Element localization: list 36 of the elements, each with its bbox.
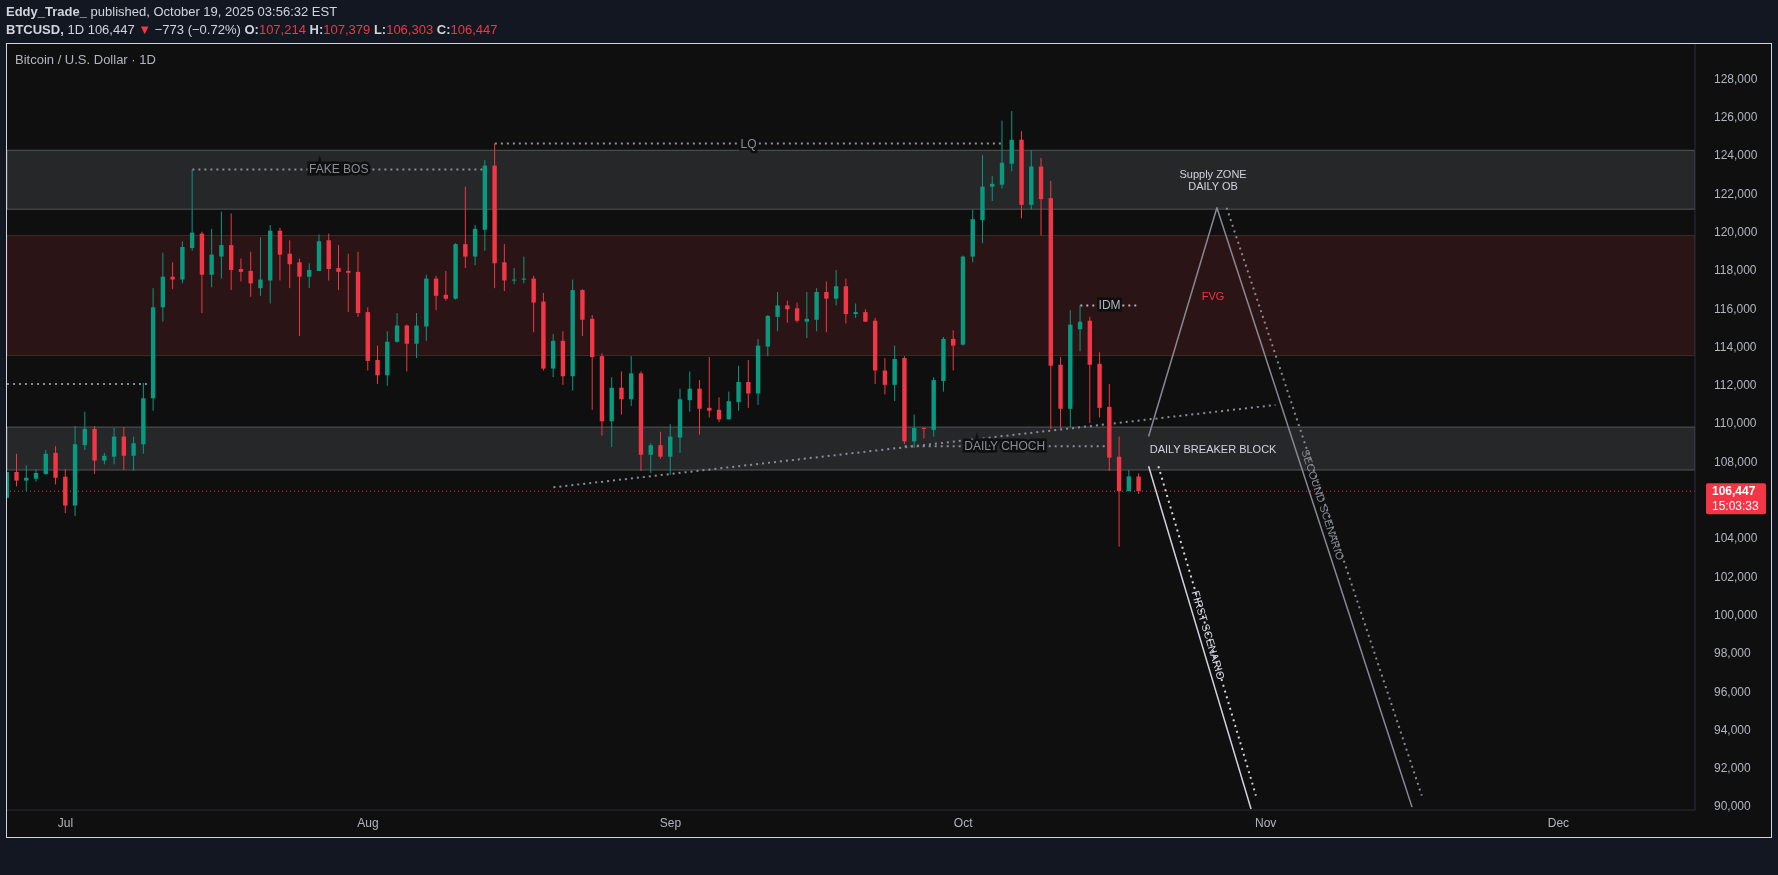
y-tick-label: 128,000 — [1714, 71, 1758, 86]
x-tick-label: Jul — [57, 815, 74, 830]
band-label: DAILY BREAKER BLOCK — [1149, 442, 1278, 455]
x-tick-label: Oct — [953, 815, 974, 830]
y-tick-label: 112,000 — [1714, 378, 1757, 393]
x-tick-label: Sep — [659, 815, 682, 830]
y-tick-label: 124,000 — [1714, 148, 1758, 163]
y-tick-label: 96,000 — [1714, 684, 1752, 699]
series-label: FAKE BOS — [309, 162, 369, 177]
ref-line-label: 106,447 15:03:33 — [1712, 484, 1760, 514]
band-label: Supply ZONE DAILY OB — [1179, 167, 1247, 192]
y-tick-label: 126,000 — [1714, 110, 1758, 125]
y-tick-label: 92,000 — [1714, 761, 1752, 776]
y-tick-label: 122,000 — [1714, 186, 1758, 201]
series-label: IDM — [1098, 298, 1121, 313]
y-tick-label: 116,000 — [1714, 301, 1757, 316]
y-tick-label: 108,000 — [1714, 454, 1758, 469]
x-tick-label: Dec — [1547, 815, 1570, 830]
series-label: LQ — [740, 136, 757, 151]
text: Bitcoin / U.S. Dollar · 1D — [15, 52, 156, 68]
band-label: FVG — [1201, 289, 1225, 302]
y-tick-label: 114,000 — [1714, 339, 1757, 354]
y-tick-label: 104,000 — [1714, 531, 1758, 546]
y-tick-label: 118,000 — [1714, 263, 1757, 278]
y-tick-label: 100,000 — [1714, 607, 1758, 622]
y-tick-label: 120,000 — [1714, 224, 1758, 239]
y-tick-label: 102,000 — [1714, 569, 1758, 584]
y-tick-label: 94,000 — [1714, 722, 1752, 737]
x-tick-label: Nov — [1255, 815, 1277, 830]
text: BTCUSD, 1D 106,447 ▼ −773 (−0.72%) O:107,214 H:107,379 L:106,303 C:106,447 — [6, 22, 498, 37]
y-tick-label: 110,000 — [1714, 416, 1757, 431]
x-tick-label: Aug — [357, 815, 379, 830]
y-tick-label: 98,000 — [1714, 646, 1752, 661]
y-tick-label: 90,000 — [1714, 799, 1752, 814]
text: Eddy_Trade_ published, October 19, 2025 03:56:32 EST — [6, 4, 338, 19]
series-label: DAILY CHOCH — [964, 439, 1046, 454]
